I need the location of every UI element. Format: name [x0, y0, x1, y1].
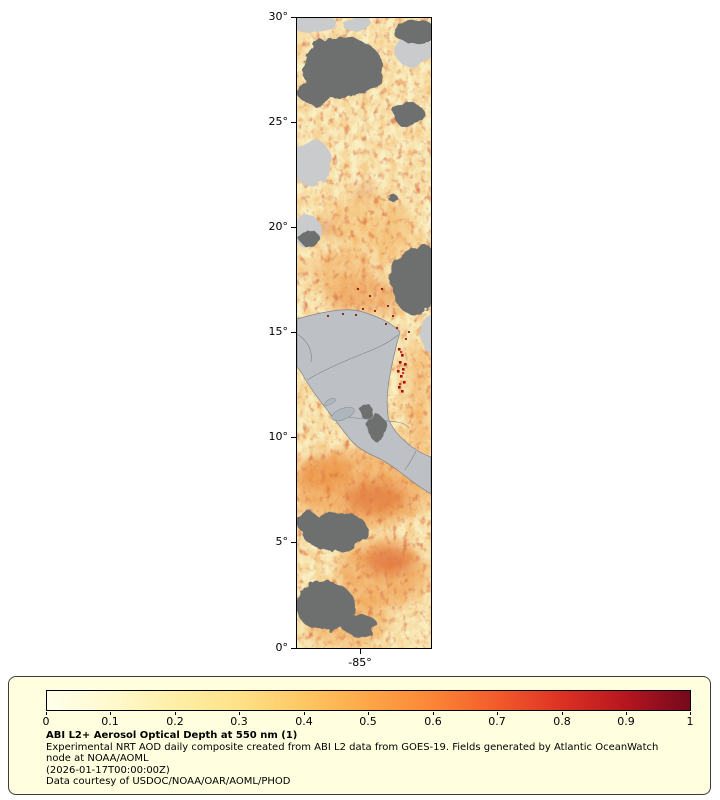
- lon-tick-text: -85°: [348, 656, 372, 669]
- scale-tickmark: [433, 712, 434, 715]
- lat-tickmark: [291, 542, 296, 543]
- lon-tickmark: [360, 649, 361, 654]
- landmass-central-america: [297, 309, 431, 495]
- legend-panel: 0 0.1 0.2 0.3 0.4 0.5 0.6 0.7 0.8 0.9 1 …: [8, 676, 711, 795]
- scale-tick-label: 0: [42, 715, 50, 728]
- scale-tick-label: 0.7: [488, 715, 506, 728]
- aod-hotspots: [327, 288, 410, 393]
- lat-tick-text: 10°: [268, 430, 289, 443]
- lat-tick-label-10: 10°: [248, 430, 289, 444]
- lat-tick-label-5: 5°: [248, 535, 289, 549]
- lat-tickmark: [291, 648, 296, 649]
- lat-tick-text: 30°: [268, 10, 289, 23]
- lat-tickmark: [291, 17, 296, 18]
- lat-tick-label-15: 15°: [248, 325, 289, 339]
- scale-tick-label: 0.6: [424, 715, 442, 728]
- legend-credit: Data courtesy of USDOC/NOAA/OAR/AOML/PHO…: [46, 776, 291, 787]
- lat-tick-text: 15°: [268, 325, 289, 338]
- scale-tickmark: [175, 712, 176, 715]
- scale-tick-label: 1: [686, 715, 694, 728]
- lat-tick-label-20: 20°: [248, 220, 289, 234]
- lat-tickmark: [291, 437, 296, 438]
- scale-tickmark: [304, 712, 305, 715]
- scale-tickmark: [110, 712, 111, 715]
- lat-tick-text: 20°: [268, 220, 289, 233]
- scale-tickmark: [239, 712, 240, 715]
- aod-colorbar-gradient: [46, 690, 691, 711]
- scale-tick-label: 0.1: [101, 715, 119, 728]
- lat-tick-label-30: 30°: [248, 10, 289, 24]
- scale-tick-label: 0.8: [553, 715, 571, 728]
- legend-title: ABI L2+ Aerosol Optical Depth at 550 nm …: [46, 730, 298, 741]
- aod-raster-canvas: [297, 18, 431, 648]
- lake-managua: [324, 398, 336, 406]
- lat-tick-text: 25°: [268, 115, 289, 128]
- map-plot-area: [296, 17, 432, 649]
- scale-tickmark: [46, 712, 47, 715]
- legend-timestamp: (2026-01-17T00:00:00Z): [46, 765, 170, 776]
- scale-tickmark: [690, 712, 691, 715]
- lat-tick-text: 5°: [275, 535, 289, 548]
- lake-nicaragua: [331, 406, 355, 422]
- lat-tickmark: [291, 227, 296, 228]
- legend-description: Experimental NRT AOD daily composite cre…: [46, 742, 659, 764]
- lat-tick-label-25: 25°: [248, 115, 289, 129]
- lon-tick-label: -85°: [335, 656, 385, 669]
- scale-tickmark: [368, 712, 369, 715]
- lat-tickmark: [291, 332, 296, 333]
- scale-tickmark: [497, 712, 498, 715]
- cloud-masks: [297, 20, 431, 636]
- lat-tick-text: 0°: [275, 641, 289, 654]
- scale-tickmark: [562, 712, 563, 715]
- lat-tick-label-0: 0°: [248, 641, 289, 655]
- scale-tick-label: 0.9: [617, 715, 635, 728]
- scale-tick-label: 0.3: [230, 715, 248, 728]
- scale-tick-label: 0.2: [166, 715, 184, 728]
- scale-tickmark: [626, 712, 627, 715]
- scale-tick-label: 0.4: [295, 715, 313, 728]
- scale-tick-label: 0.5: [359, 715, 377, 728]
- lat-tickmark: [291, 122, 296, 123]
